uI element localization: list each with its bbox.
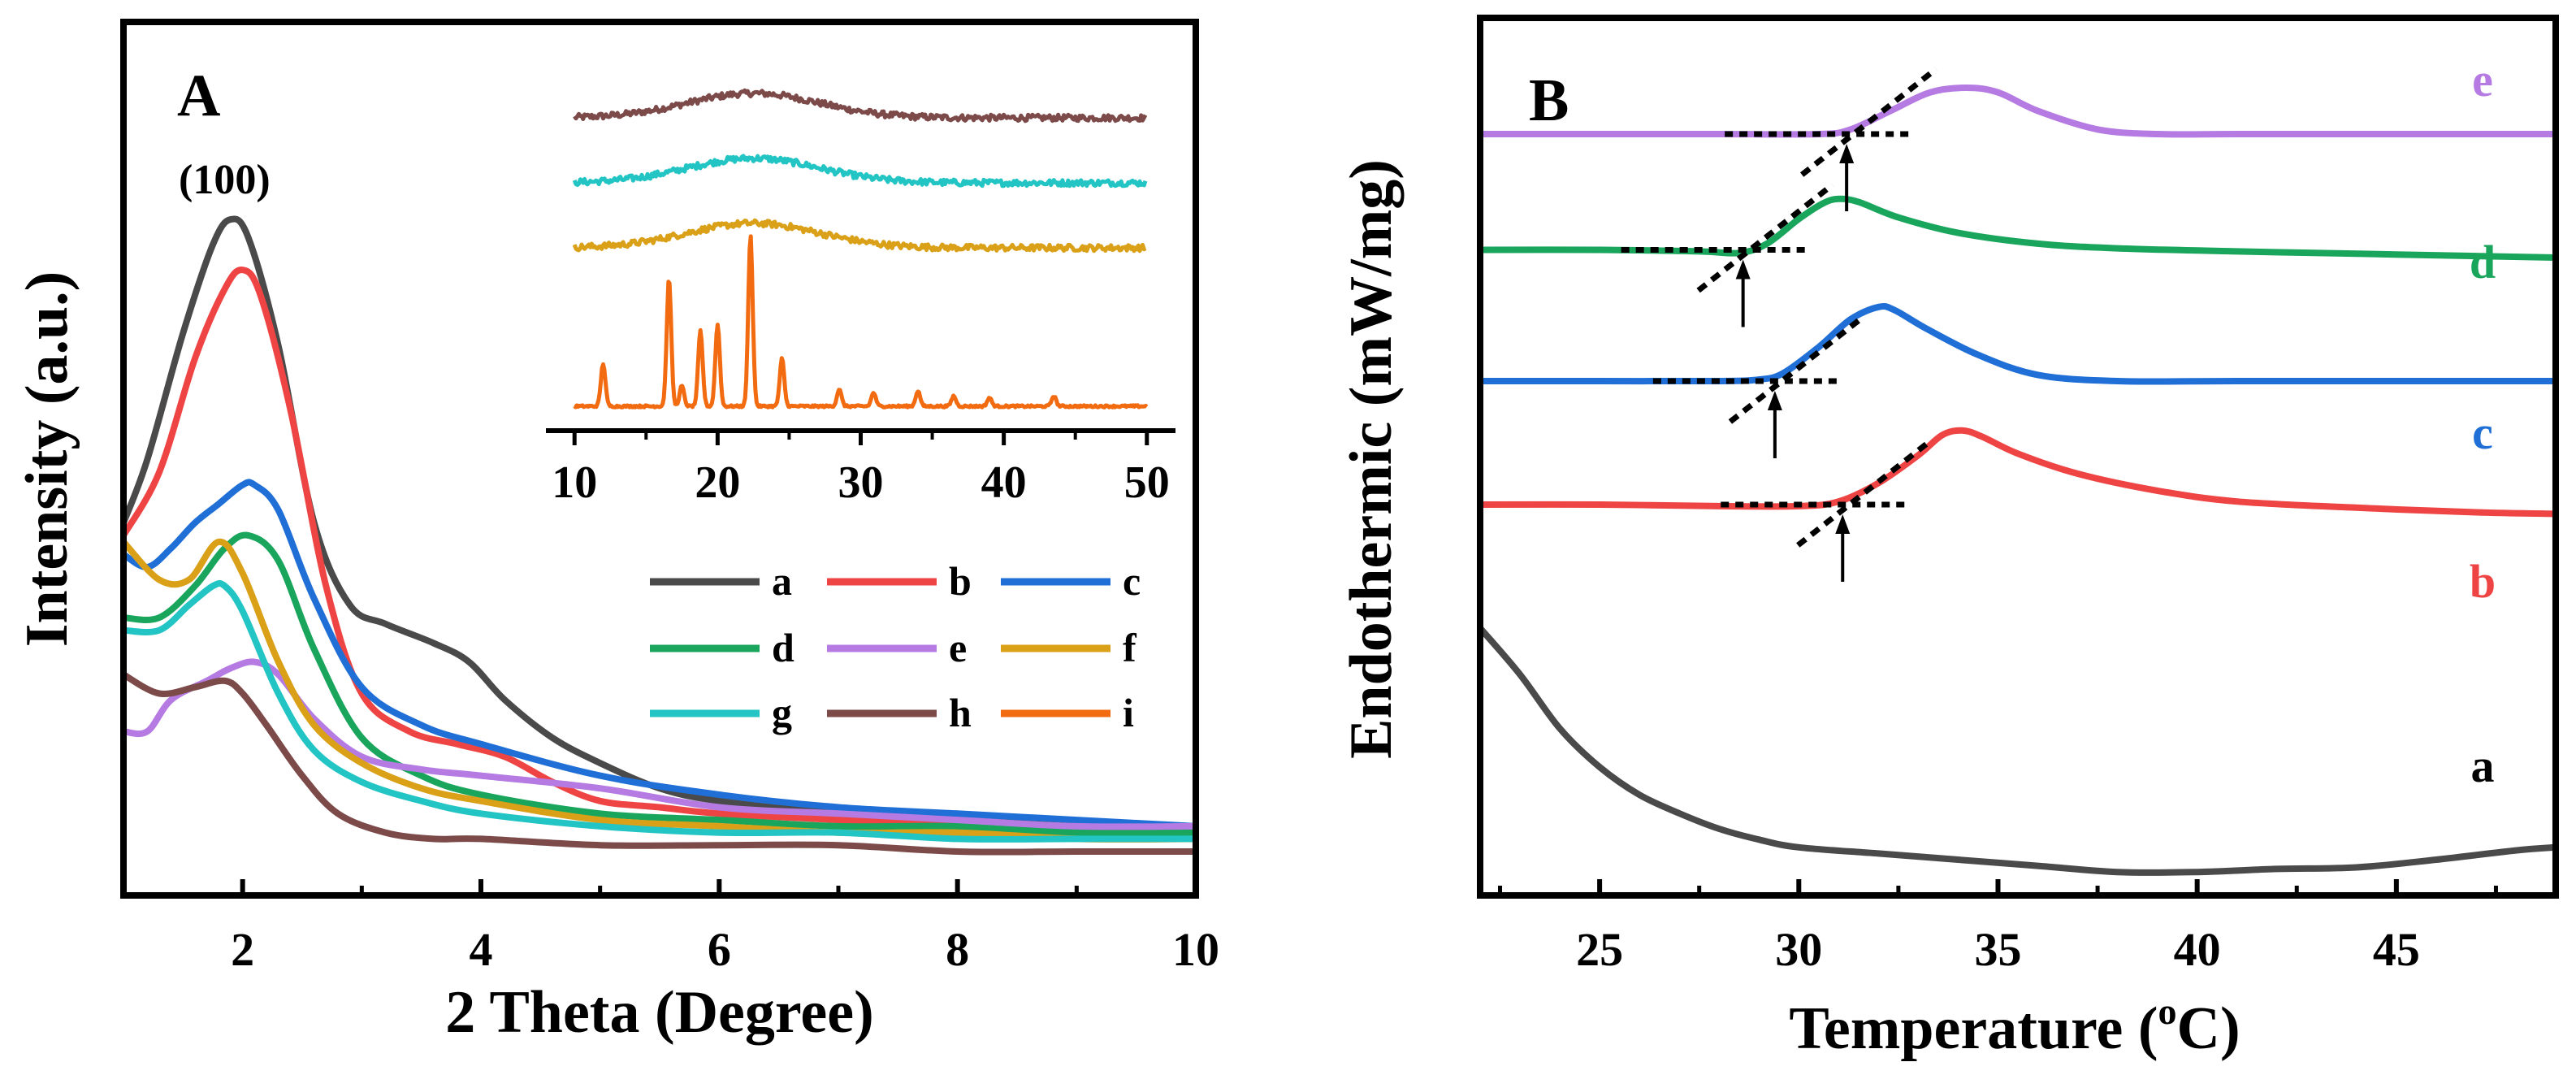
panel-b-label: B [1529, 67, 1569, 134]
legend-label-f: f [1123, 625, 1137, 670]
series-e-line [123, 658, 1197, 830]
panel-b-y-axis-label: Endothermic (mW/mg) [1338, 159, 1405, 759]
dsc-series-d-line [1479, 195, 2557, 261]
curve-label-e: e [2472, 54, 2493, 106]
panel-b-onset-tangents [1621, 67, 1938, 582]
curve-label-d: d [2470, 236, 2496, 288]
panel-a-x-ticks: 2 4 6 8 10 [121, 879, 1219, 976]
inset-x-tick-label: 40 [981, 457, 1027, 508]
panel-b-x-axis-label: Temperature (oC) [1789, 990, 2240, 1062]
legend-label-b: b [949, 558, 972, 604]
panel-b-x-ticks: 25 30 35 40 45 [1498, 879, 2498, 976]
dsc-series-b-line [1479, 427, 2557, 518]
onset-tangent-e [1799, 67, 1938, 177]
legend-label-c: c [1123, 558, 1141, 604]
legend-label-e: e [949, 625, 967, 670]
series-c-line [121, 479, 1197, 830]
series-f-line [121, 538, 1197, 843]
panel-a-x-axis-label: 2 Theta (Degree) [445, 979, 873, 1046]
panel-b: B a b c d e 25 30 35 40 45 Temperature (oC) Endo… [1338, 15, 2559, 1062]
x-tick-label: 4 [470, 923, 493, 976]
inset-series-i-line [573, 234, 1149, 410]
panel-b-frame [1477, 15, 2559, 899]
panel-a-label: A [177, 63, 220, 129]
inset-x-ticks: 10 20 30 40 50 [546, 428, 1175, 508]
x-tick-label: 40 [2174, 923, 2221, 976]
onset-tangent-c [1728, 314, 1867, 424]
onset-arrow-head-c [1767, 391, 1782, 410]
inset-series-h-line [573, 88, 1148, 124]
legend-label-a: a [772, 558, 792, 604]
series-b-line [120, 267, 1197, 837]
inset-chart [572, 88, 1149, 410]
x-tick-label: 35 [1974, 923, 2021, 976]
x-tick-label: 45 [2373, 923, 2420, 976]
inset-x-tick-label: 20 [695, 457, 740, 508]
legend-label-i: i [1123, 690, 1134, 735]
onset-arrow-head-d [1735, 259, 1751, 280]
x-label-unit: C) [2177, 995, 2240, 1062]
legend-label-h: h [949, 690, 972, 735]
curve-label-b: b [2470, 555, 2496, 608]
legend-label-g: g [772, 690, 792, 735]
panel-b-curve-labels: a b c d e [2470, 54, 2496, 792]
inset-x-tick-label: 30 [838, 457, 884, 508]
inset-series-g-line [572, 154, 1148, 189]
series-g-line [123, 579, 1196, 843]
series-h-line [121, 671, 1196, 856]
curve-label-c: c [2472, 406, 2493, 459]
onset-tangent-b [1796, 437, 1934, 548]
x-tick-label: 10 [1172, 923, 1219, 976]
x-tick-label: 2 [231, 923, 254, 976]
panel-b-curves [1477, 85, 2557, 876]
dsc-series-a-line [1477, 626, 2557, 876]
x-label-superscript: o [2158, 990, 2177, 1032]
x-tick-label: 25 [1576, 923, 1623, 976]
x-tick-label: 6 [708, 923, 731, 976]
onset-arrow-head-e [1839, 144, 1855, 163]
panel-a-curves [120, 215, 1197, 856]
onset-tangent-d [1696, 182, 1834, 293]
peak-annotation: (100) [179, 157, 271, 203]
x-label-text: Temperature ( [1789, 995, 2158, 1062]
dsc-series-c-line [1480, 302, 2556, 385]
curve-label-a: a [2471, 739, 2495, 792]
inset-series-f-line [572, 218, 1147, 254]
dsc-series-e-line [1480, 85, 2556, 138]
legend-label-d: d [772, 625, 794, 670]
x-tick-label: 8 [946, 923, 969, 976]
x-tick-label: 30 [1775, 923, 1822, 976]
inset-x-tick-label: 10 [552, 457, 597, 508]
panel-a-y-axis-label: Intensity (a.u.) [14, 271, 80, 648]
panel-a: A (100) 2 4 6 8 10 2 Theta (Degree) Intensit… [14, 19, 1219, 1046]
inset-x-tick-label: 50 [1124, 457, 1170, 508]
panel-a-frame [120, 19, 1199, 899]
panel-a-legend: a b c d e f g h i [650, 558, 1141, 735]
onset-arrow-head-b [1835, 514, 1851, 534]
